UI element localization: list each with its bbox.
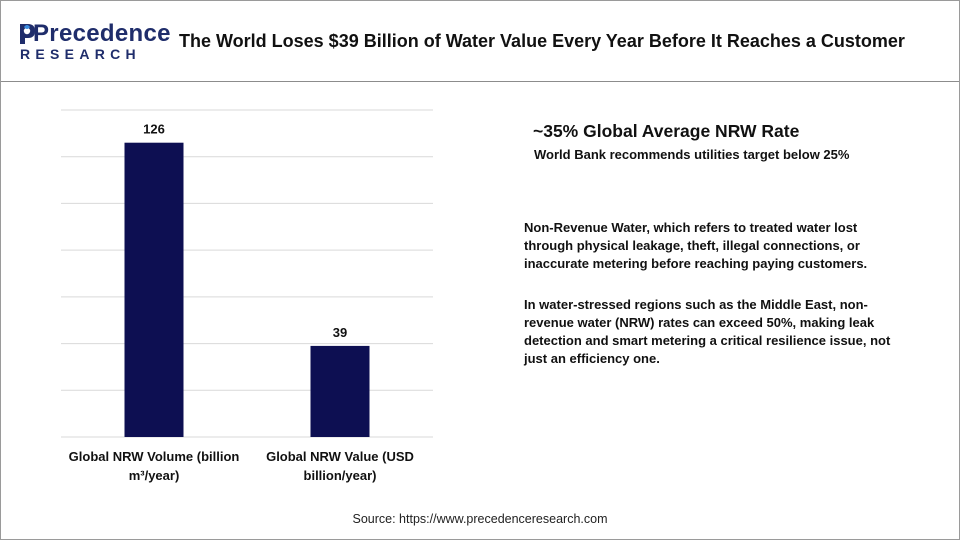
category-label-0-line-0: Global NRW Volume (billion <box>69 449 240 464</box>
bar-1 <box>310 345 370 437</box>
bar-0 <box>124 142 184 437</box>
nrw-rate-headline: ~35% Global Average NRW Rate <box>533 121 800 141</box>
bar-chart: 126 39 Global NRW Volume (billion m³/year)… <box>61 109 433 483</box>
source-note: Source: https://www.precedenceresearch.c… <box>352 512 608 526</box>
category-label-0-line-1: m³/year) <box>129 468 180 483</box>
brand-logo: Precedence RESEARCH <box>17 20 170 64</box>
data-label-1: 39 <box>333 325 347 340</box>
category-label-1-line-1: billion/year) <box>304 468 377 483</box>
bars <box>124 142 370 437</box>
category-label-1-line-0: Global NRW Value (USD <box>266 449 414 464</box>
data-labels: 126 39 <box>143 122 347 340</box>
page-title: The World Loses $39 Billion of Water Val… <box>179 31 905 51</box>
category-labels: Global NRW Volume (billion m³/year) Global… <box>69 449 414 483</box>
nrw-rate-subline: World Bank recommends utilities target b… <box>534 147 850 162</box>
data-label-0: 126 <box>143 122 165 137</box>
logo-drop-icon <box>20 24 35 44</box>
nrw-definition-paragraph: Non-Revenue Water, which refers to treat… <box>524 220 868 271</box>
header: Precedence RESEARCH The World Loses $39 … <box>1 1 959 82</box>
nrw-regional-paragraph: In water-stressed regions such as the Mi… <box>524 297 891 366</box>
logo-wordmark: Precedence <box>33 20 171 47</box>
logo-subtitle: RESEARCH <box>20 46 141 62</box>
gridlines <box>61 109 433 438</box>
